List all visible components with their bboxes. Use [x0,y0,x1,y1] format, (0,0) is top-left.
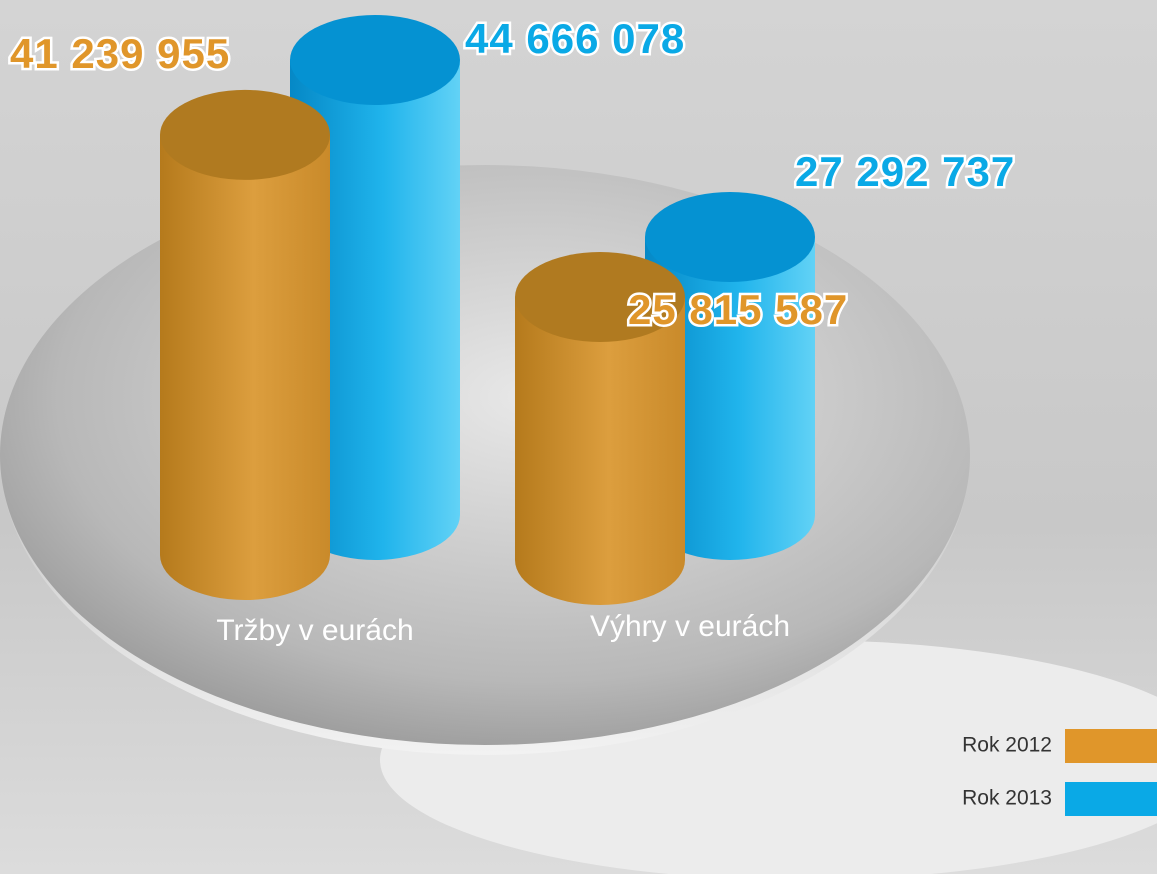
legend-swatch [1065,729,1157,763]
category-label: Tržby v eurách [216,614,413,647]
bar-top [290,15,460,105]
bar [160,134,330,601]
value-label: 25 815 587 [628,286,848,333]
legend-label: Rok 2012 [962,734,1052,757]
value-label: 44 666 078 [465,15,685,62]
bar [515,297,685,605]
value-label: 41 239 955 [10,30,230,77]
bar [290,60,460,560]
legend-swatch [1065,782,1157,816]
bar [645,236,815,560]
bar-top [160,89,330,180]
category-label: Výhry v eurách [590,610,790,643]
value-label: 27 292 737 [795,148,1015,195]
legend-label: Rok 2013 [962,787,1052,810]
bowl-top [0,165,970,745]
bar-top [645,191,815,282]
bar-top [515,252,685,343]
